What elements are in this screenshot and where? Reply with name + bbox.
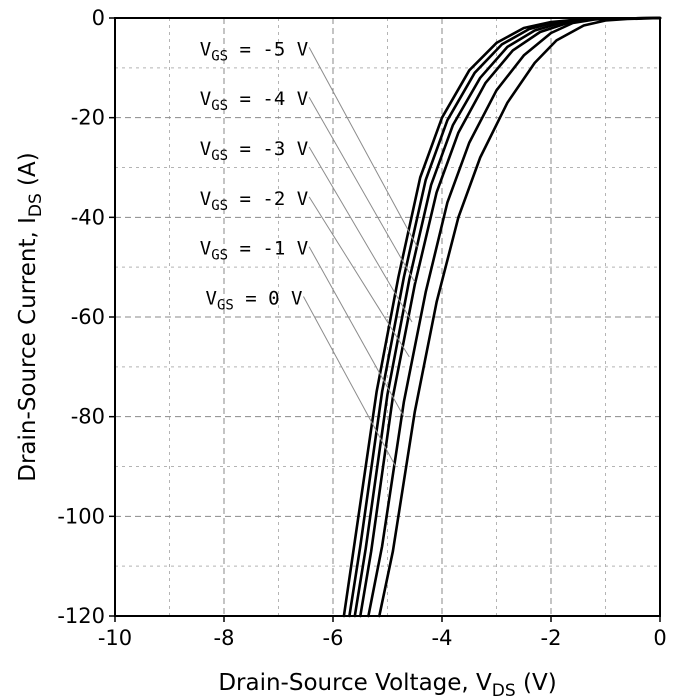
y-axis-label: Drain-Source Current, IDS (A) <box>15 152 46 482</box>
y-tick-label: -40 <box>71 205 105 229</box>
x-tick-label: -4 <box>432 626 453 650</box>
callout-leader <box>308 47 418 248</box>
callout-leader <box>308 146 413 323</box>
series-label: VGS = 0 V <box>205 288 302 314</box>
y-tick-label: -100 <box>57 504 105 528</box>
series-callouts: VGS = -5 V VGS = -4 V VGS = -3 V VGS = -2 V… <box>200 38 418 467</box>
y-tick-label: -60 <box>71 305 105 329</box>
series-label: VGS = -5 V <box>200 38 308 64</box>
x-tick-label: -2 <box>541 626 562 650</box>
series-label: VGS = -1 V <box>200 238 308 264</box>
x-tick-label: -6 <box>323 626 344 650</box>
tick-labels: -10 -8 -6 -4 -2 00-20-40-60-80-100-120 <box>57 6 666 650</box>
series-line <box>377 16 662 618</box>
series-label: VGS = -2 V <box>200 188 308 214</box>
x-tick-label: -10 <box>98 626 132 650</box>
y-tick-label: -20 <box>71 106 105 130</box>
x-axis-label: Drain-Source Voltage, VDS (V) <box>218 670 556 700</box>
y-tick-label: -80 <box>71 405 105 429</box>
series-line <box>342 16 662 618</box>
x-tick-label: -8 <box>214 626 235 650</box>
series-line <box>367 16 662 618</box>
callout-leader <box>303 296 397 467</box>
grid <box>114 17 661 617</box>
series-label: VGS = -3 V <box>200 138 308 164</box>
callout-leader <box>308 246 405 417</box>
callout-leader <box>308 196 410 358</box>
y-tick-label: 0 <box>92 6 105 30</box>
series-label: VGS = -4 V <box>200 88 308 114</box>
callout-leader <box>308 96 416 283</box>
series-lines <box>342 16 662 618</box>
y-tick-label: -120 <box>57 604 105 628</box>
x-tick-label: 0 <box>653 626 666 650</box>
